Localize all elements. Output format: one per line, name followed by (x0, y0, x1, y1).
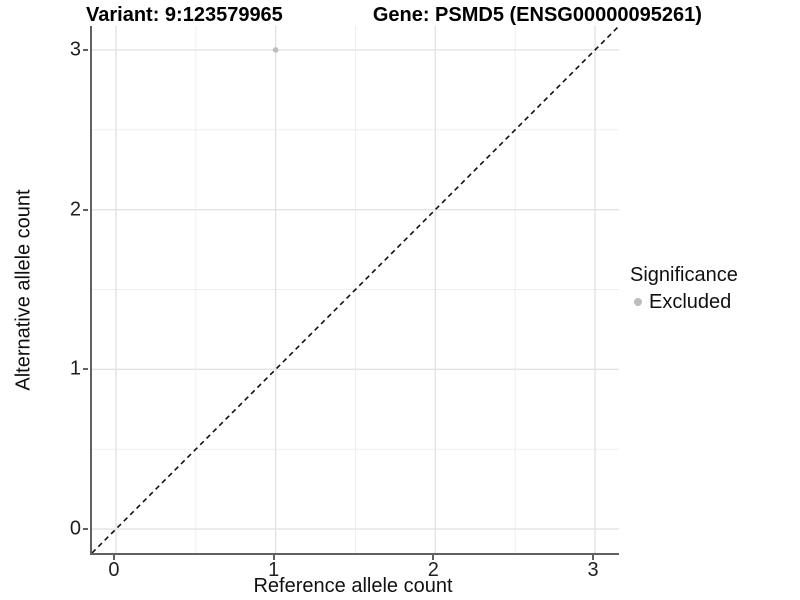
x-tick-mark (272, 555, 275, 560)
y-tick-label: 1 (69, 357, 81, 380)
identity-dashed-line (92, 26, 619, 553)
legend-entry-excluded: Excluded (630, 290, 738, 314)
x-tick-mark (432, 555, 435, 560)
x-tick-mark (112, 555, 115, 560)
y-tick-label: 2 (69, 198, 81, 221)
legend-title: Significance (630, 264, 738, 286)
legend: Significance Excluded (630, 262, 738, 314)
y-axis-title: Alternative allele count (12, 189, 35, 391)
plot-title: Variant: 9:123579965 Gene: PSMD5 (ENSG00… (86, 4, 702, 27)
data-point-excluded (272, 47, 279, 53)
y-tick-mark (83, 48, 88, 51)
y-tick-mark (83, 368, 88, 371)
legend-dot-excluded-icon (634, 298, 642, 306)
x-tick-label: 1 (268, 559, 280, 581)
plot-title-variant: Variant: 9:123579965 (86, 4, 283, 26)
plot-panel (90, 26, 619, 555)
x-tick-mark (592, 555, 595, 560)
y-tick-label: 3 (69, 38, 81, 61)
x-tick-label: 0 (108, 559, 120, 581)
y-tick-mark (83, 528, 88, 531)
x-tick-label: 2 (427, 559, 439, 581)
x-axis-title: Reference allele count (253, 575, 453, 597)
y-tick-mark (83, 208, 88, 211)
plot-area-svg (92, 26, 619, 553)
legend-entry-label: Excluded (649, 291, 732, 313)
y-tick-label: 0 (69, 517, 81, 540)
plot-title-gene: Gene: PSMD5 (ENSG00000095261) (372, 4, 702, 26)
x-tick-label: 3 (587, 559, 599, 581)
